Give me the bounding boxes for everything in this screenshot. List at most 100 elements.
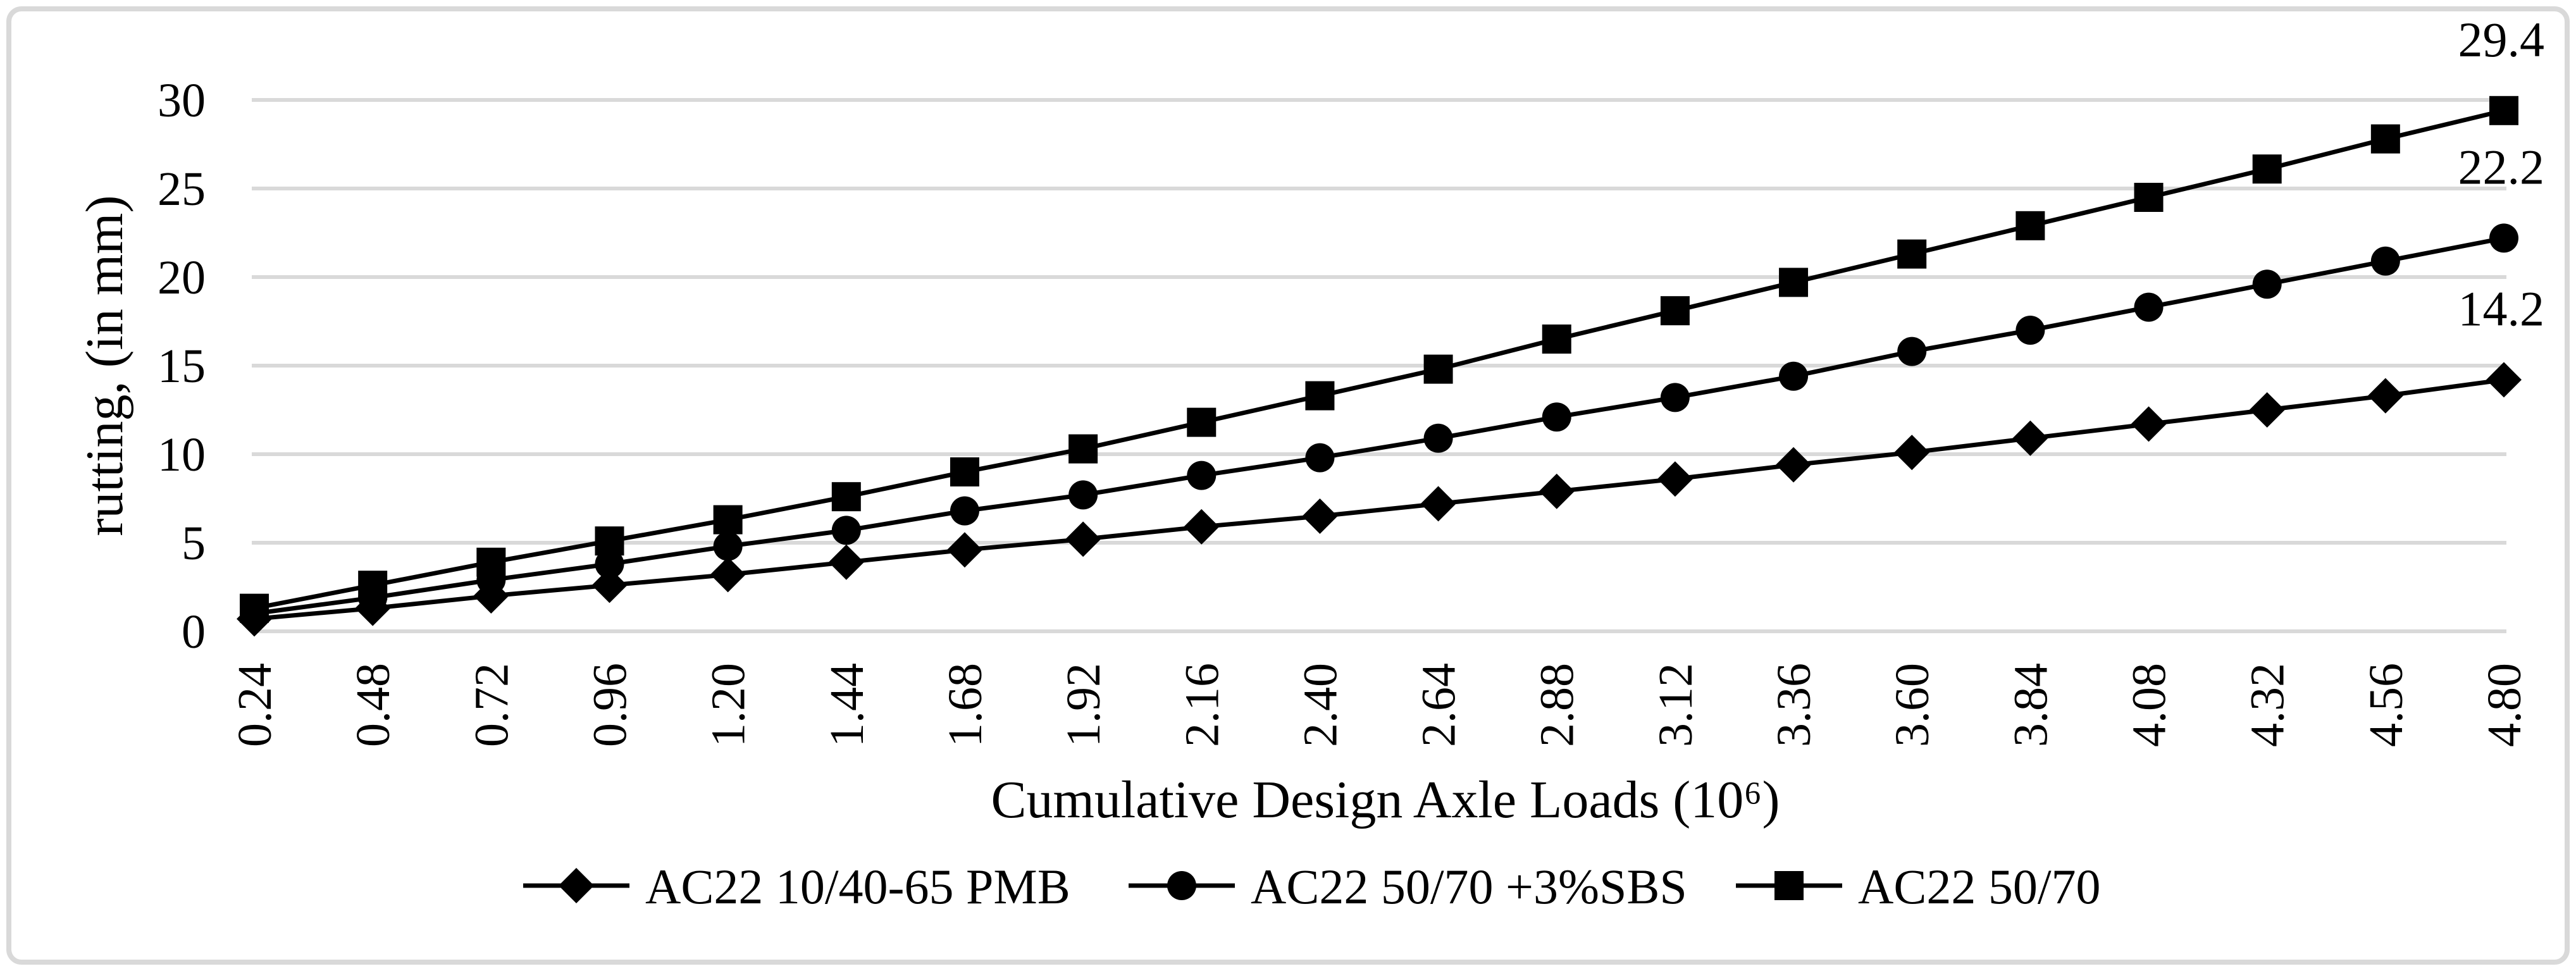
y-tick-label-0: 0 [182, 605, 206, 659]
circle-marker-ac22-50-70-3-sbs-3.36 [1779, 361, 1809, 391]
legend-item-ac22-50-70: AC22 50/70 [1736, 859, 2101, 914]
square-marker-ac22-50-70-4.80 [2489, 96, 2518, 125]
circle-marker-ac22-50-70-3-sbs-3.12 [1660, 383, 1690, 412]
diamond-marker-ac22-10-40-65-pmb-4.32 [2249, 392, 2285, 428]
square-marker-ac22-50-70-0.48 [358, 571, 388, 600]
y-tick-label-5: 5 [182, 517, 206, 570]
x-tick-label-2.64: 2.64 [1413, 663, 1466, 747]
circle-marker-ac22-50-70-3-sbs-4.56 [2370, 246, 2400, 276]
legend-item-ac22-10-40-65-pmb: AC22 10/40-65 PMB [523, 859, 1070, 914]
x-tick-label-1.20: 1.20 [702, 663, 755, 747]
square-marker-ac22-50-70-3.60 [1897, 239, 1927, 269]
diamond-marker-ac22-10-40-65-pmb-3.12 [1657, 461, 1693, 497]
x-tick-label-1.92: 1.92 [1057, 663, 1110, 747]
legend-item-ac22-50-70-3-sbs: AC22 50/70 +3%SBS [1129, 859, 1687, 914]
square-marker-ac22-50-70-4.56 [2370, 124, 2400, 154]
diamond-marker-ac22-10-40-65-pmb-2.64 [1420, 486, 1456, 522]
x-tick-label-0.48: 0.48 [347, 663, 400, 747]
square-marker-ac22-50-70-2.40 [1305, 381, 1335, 411]
diamond-marker-ac22-10-40-65-pmb-1.68 [946, 532, 982, 568]
x-tick-label-4.08: 4.08 [2123, 663, 2176, 747]
x-tick-label-4.80: 4.80 [2478, 663, 2531, 747]
diamond-marker-ac22-10-40-65-pmb-1.44 [828, 544, 864, 580]
x-tick-label-0.96: 0.96 [583, 663, 636, 747]
circle-marker-ac22-50-70-3-sbs-2.16 [1187, 461, 1217, 490]
diamond-marker-ac22-10-40-65-pmb-2.88 [1539, 473, 1575, 509]
square-marker-ac22-50-70-4.08 [2134, 183, 2164, 212]
circle-marker-legend-ac22-50-70-3-sbs [1167, 871, 1196, 900]
end-label-22.2: 22.2 [2458, 139, 2545, 194]
diamond-marker-legend-ac22-10-40-65-pmb [559, 868, 594, 903]
series-ac22-50-70 [240, 96, 2518, 623]
square-marker-ac22-50-70-3.36 [1779, 268, 1809, 297]
circle-marker-ac22-50-70-3-sbs-2.88 [1542, 402, 1571, 432]
y-tick-label-25: 25 [158, 163, 206, 216]
square-marker-ac22-50-70-2.88 [1542, 325, 1571, 354]
x-tick-label-4.56: 4.56 [2360, 663, 2413, 747]
diamond-marker-ac22-10-40-65-pmb-0.96 [591, 567, 628, 603]
circle-marker-ac22-50-70-3-sbs-2.64 [1423, 423, 1453, 453]
square-marker-ac22-50-70-3.84 [2016, 211, 2045, 240]
series-line-ac22-50-70-3-sbs [254, 235, 2505, 616]
series-line-ac22-10-40-65-pmb [254, 377, 2505, 621]
x-axis-title: Cumulative Design Axle Loads (10⁶) [991, 770, 1780, 829]
square-marker-ac22-50-70-0.24 [240, 593, 269, 623]
series-end-labels: 14.2 22.2 29.4 [2458, 12, 2545, 337]
legend: AC22 10/40-65 PMB AC22 50/70 +3%SBS AC22 5… [523, 859, 2101, 914]
square-marker-ac22-50-70-0.72 [476, 547, 506, 577]
figure-border [6, 6, 2570, 965]
x-tick-label-1.68: 1.68 [939, 663, 992, 747]
diamond-marker-ac22-10-40-65-pmb-4.80 [2486, 362, 2522, 398]
diamond-marker-ac22-10-40-65-pmb-2.40 [1302, 498, 1338, 534]
diamond-marker-ac22-10-40-65-pmb-4.08 [2131, 406, 2167, 442]
square-marker-ac22-50-70-3.12 [1660, 296, 1690, 326]
y-axis-title: rutting, (in mm) [75, 195, 134, 536]
diamond-marker-ac22-10-40-65-pmb-1.20 [710, 557, 746, 593]
y-tick-label-10: 10 [158, 428, 206, 481]
y-tick-label-15: 15 [158, 340, 206, 393]
y-axis-tick-labels: 0 5 10 15 20 25 30 [158, 74, 206, 659]
gridlines [252, 98, 2506, 633]
end-label-14.2: 14.2 [2458, 281, 2545, 336]
series-ac22-10-40-65-pmb [237, 362, 2522, 637]
x-tick-label-3.84: 3.84 [2004, 663, 2057, 747]
diamond-marker-ac22-10-40-65-pmb-1.92 [1065, 521, 1101, 557]
end-label-29.4: 29.4 [2458, 12, 2545, 67]
square-marker-ac22-50-70-1.44 [831, 482, 861, 512]
y-tick-label-30: 30 [158, 74, 206, 127]
legend-label-ac22-50-70-3-sbs: AC22 50/70 +3%SBS [1251, 859, 1687, 914]
square-marker-ac22-50-70-4.32 [2252, 154, 2282, 184]
square-marker-ac22-50-70-1.92 [1068, 434, 1098, 464]
diamond-marker-ac22-10-40-65-pmb-3.60 [1894, 435, 1930, 471]
circle-marker-ac22-50-70-3-sbs-1.68 [950, 496, 979, 526]
square-marker-ac22-50-70-2.64 [1423, 354, 1453, 384]
square-marker-ac22-50-70-1.20 [713, 505, 743, 535]
circle-marker-ac22-50-70-3-sbs-4.08 [2134, 292, 2164, 322]
diamond-marker-ac22-10-40-65-pmb-3.36 [1776, 447, 1812, 483]
x-tick-label-3.36: 3.36 [1768, 663, 1821, 747]
circle-marker-ac22-50-70-3-sbs-4.32 [2252, 269, 2282, 299]
data-series [237, 96, 2522, 637]
square-marker-ac22-50-70-2.16 [1187, 407, 1217, 437]
circle-marker-ac22-50-70-3-sbs-4.80 [2489, 223, 2518, 253]
x-tick-label-3.60: 3.60 [1886, 663, 1939, 747]
x-tick-label-2.16: 2.16 [1175, 663, 1229, 747]
x-tick-label-1.44: 1.44 [820, 663, 874, 747]
circle-marker-ac22-50-70-3-sbs-0.96 [595, 549, 624, 579]
diamond-marker-ac22-10-40-65-pmb-4.56 [2367, 378, 2403, 414]
series-line-ac22-50-70 [254, 108, 2505, 611]
x-tick-label-2.40: 2.40 [1294, 663, 1347, 747]
diamond-marker-ac22-10-40-65-pmb-2.16 [1184, 509, 1220, 545]
square-marker-ac22-50-70-1.68 [950, 457, 979, 486]
x-tick-label-0.72: 0.72 [465, 663, 518, 747]
x-tick-label-4.32: 4.32 [2241, 663, 2294, 747]
square-marker-ac22-50-70-0.96 [595, 526, 624, 556]
square-marker-legend-ac22-50-70 [1774, 871, 1804, 900]
x-tick-label-0.24: 0.24 [228, 663, 282, 747]
y-tick-label-20: 20 [158, 251, 206, 304]
circle-marker-ac22-50-70-3-sbs-3.60 [1897, 337, 1927, 366]
circle-marker-ac22-50-70-3-sbs-1.44 [831, 516, 861, 545]
x-tick-label-2.88: 2.88 [1531, 663, 1584, 747]
